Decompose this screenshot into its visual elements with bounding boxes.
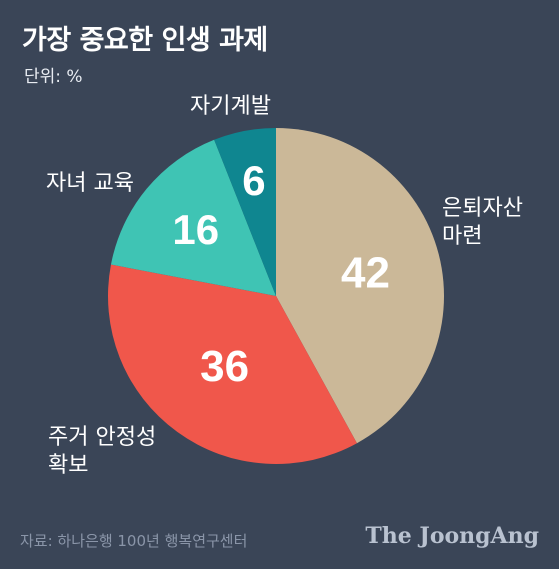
- category-label-retirement: 은퇴자산 마련: [442, 195, 523, 251]
- value-label-housing: 36: [200, 342, 249, 391]
- category-label-line: 주거 안정성: [48, 425, 157, 450]
- category-label-line: 은퇴자산: [442, 196, 523, 221]
- source-note: 자료: 하나은행 100년 행복연구센터: [20, 532, 248, 550]
- category-label-line: 확보: [48, 453, 89, 478]
- pie-slice-retirement: [276, 128, 445, 444]
- brand-logo: The JoongAng: [365, 523, 539, 549]
- category-label-self-development: 자기계발: [190, 93, 271, 121]
- category-label-housing: 주거 안정성 확보: [48, 424, 156, 480]
- pie-slice-self-development: [214, 128, 276, 296]
- category-label-education: 자녀 교육: [46, 170, 134, 198]
- category-label-line: 마련: [442, 224, 483, 249]
- category-label-line: 자기계발: [190, 94, 271, 119]
- pie-slice-education: [110, 139, 276, 296]
- unit-label: 단위: %: [24, 67, 83, 87]
- value-label-self-development: 6: [242, 157, 265, 204]
- chart-title: 가장 중요한 인생 과제: [22, 25, 268, 56]
- value-label-education: 16: [172, 206, 219, 253]
- pie-slice-housing: [107, 264, 357, 465]
- category-label-line: 자녀 교육: [46, 171, 134, 196]
- value-label-retirement: 42: [341, 249, 390, 298]
